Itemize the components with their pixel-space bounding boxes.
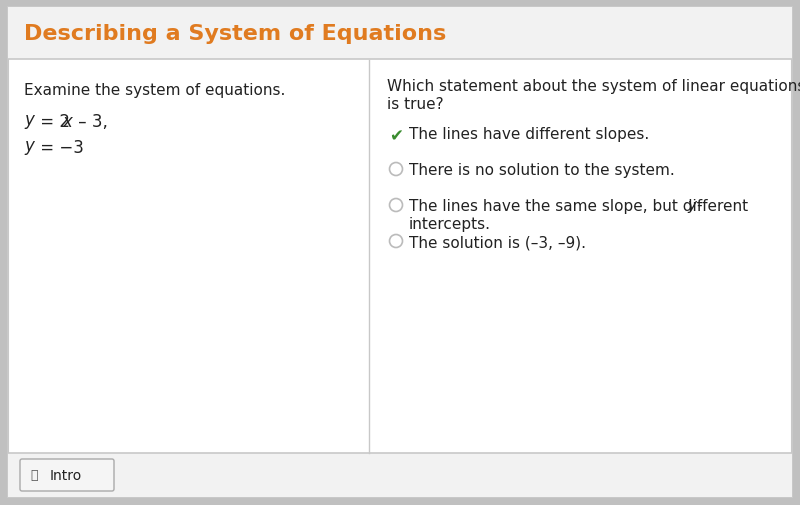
FancyBboxPatch shape <box>8 8 792 60</box>
Text: The lines have different slopes.: The lines have different slopes. <box>409 127 650 142</box>
Text: = 2: = 2 <box>35 113 70 131</box>
Text: $x$: $x$ <box>62 113 74 131</box>
Text: = −3: = −3 <box>35 139 84 157</box>
Text: Which statement about the system of linear equations: Which statement about the system of line… <box>387 79 800 94</box>
FancyBboxPatch shape <box>20 459 114 491</box>
Text: The solution is (–3, –9).: The solution is (–3, –9). <box>409 234 586 249</box>
Circle shape <box>390 163 402 176</box>
Text: $y$: $y$ <box>24 113 37 131</box>
Text: $y$: $y$ <box>24 139 37 157</box>
Text: Examine the system of equations.: Examine the system of equations. <box>24 83 286 98</box>
FancyBboxPatch shape <box>8 8 792 497</box>
Text: is true?: is true? <box>387 97 444 112</box>
Text: 🔊: 🔊 <box>30 469 38 482</box>
Text: ✔: ✔ <box>389 127 403 145</box>
Circle shape <box>390 235 402 248</box>
FancyBboxPatch shape <box>8 453 792 497</box>
Circle shape <box>390 199 402 212</box>
Text: intercepts.: intercepts. <box>409 217 491 231</box>
Text: The lines have the same slope, but different: The lines have the same slope, but diffe… <box>409 198 753 214</box>
Text: Intro: Intro <box>50 468 82 482</box>
Text: – 3,: – 3, <box>73 113 108 131</box>
Text: Describing a System of Equations: Describing a System of Equations <box>24 24 446 44</box>
Text: $y$-: $y$- <box>687 198 703 215</box>
Text: There is no solution to the system.: There is no solution to the system. <box>409 163 674 178</box>
